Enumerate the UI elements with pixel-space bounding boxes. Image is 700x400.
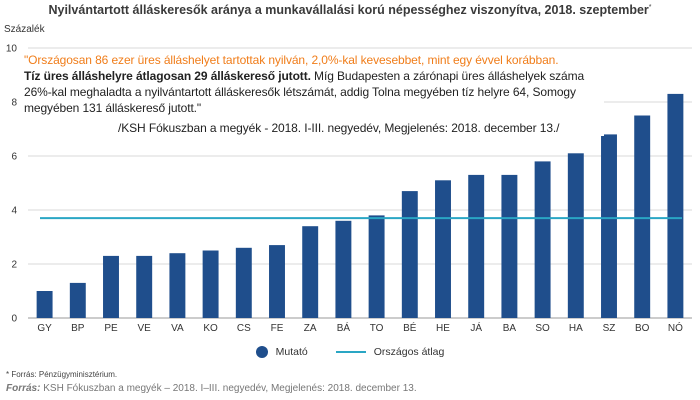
quote-source: /KSH Fókuszban a megyék - 2018. I-III. n… (118, 121, 560, 135)
legend-label-mutato: Mutató (275, 346, 308, 358)
legend-bar-marker (255, 346, 268, 358)
legend-item-mutato: Mutató (255, 346, 308, 358)
bar-BÉ (401, 191, 418, 318)
y-tick-label: 10 (6, 44, 18, 55)
footnote: * Forrás: Pénzügyminisztérium. (6, 370, 118, 379)
bar-CS (235, 247, 252, 318)
source-line: Forrás: KSH Fókuszban a megyék – 2018. I… (6, 383, 417, 394)
bar-HA (567, 153, 584, 318)
bar-ZA (302, 226, 319, 318)
bar-BA (501, 174, 518, 318)
x-tick-label: JÁ (470, 321, 482, 334)
legend-line-marker (335, 351, 366, 353)
x-tick-label: TO (370, 323, 384, 334)
x-axis-ticks: GY BP PE VE VA KO CS FE ZA BÁ TO BÉ HE JÁ BA SO HA SZ BO NÓ (37, 321, 683, 334)
chart-title: Nyilvántartott álláskeresők aránya a mun… (0, 3, 700, 17)
x-tick-label: SZ (603, 323, 616, 334)
source-label: Forrás: (6, 383, 41, 394)
bar-chart: 0 2 4 6 8 10 GY BP PE VE VA KO CS FE ZA BÁ TO BÉ HE JÁ BA SO… (6, 44, 692, 334)
x-tick-label: VE (138, 323, 152, 334)
x-tick-label: VA (171, 323, 184, 334)
bar-HE (435, 180, 451, 318)
bar-VA (169, 253, 186, 318)
bar-BÁ (335, 220, 352, 318)
quote-bold-sentence: Tíz üres álláshelyre átlagosan 29 állásk… (24, 69, 311, 83)
y-tick-label: 2 (11, 260, 17, 271)
quote-annotation: "Országosan 86 ezer üres álláshelyet tar… (24, 52, 604, 136)
x-tick-label: BÉ (403, 321, 417, 334)
x-tick-label: SO (535, 323, 550, 334)
quote-highlight-line: "Országosan 86 ezer üres álláshelyet tar… (24, 53, 559, 67)
source-text: KSH Fókuszban a megyék – 2018. I–III. ne… (40, 383, 417, 394)
bar-GY (36, 291, 53, 318)
x-tick-label: KO (203, 323, 218, 334)
bar-SZ (601, 134, 617, 318)
bar-PE (103, 255, 119, 318)
x-tick-label: BP (71, 323, 85, 334)
y-tick-label: 6 (11, 152, 17, 163)
x-tick-label: PE (104, 323, 118, 334)
y-axis-unit-label: Százalék (4, 24, 45, 35)
x-tick-label: NÓ (668, 321, 683, 334)
x-tick-label: HE (436, 323, 450, 334)
bar-JÁ (468, 174, 485, 318)
bar-FE (269, 245, 285, 318)
chart-title-text: Nyilvántartott álláskeresők aránya a mun… (48, 3, 649, 17)
x-tick-label: FE (271, 323, 284, 334)
quote-body: Tíz üres álláshelyre átlagosan 29 állásk… (24, 68, 604, 116)
y-tick-label: 0 (11, 314, 17, 325)
legend-label-average: Országos átlag (373, 346, 445, 358)
x-tick-label: CS (237, 323, 251, 334)
legend-item-average: Országos átlag (335, 346, 445, 358)
x-tick-label: ZA (304, 323, 317, 334)
x-tick-label: BO (635, 323, 650, 334)
bar-TO (368, 215, 385, 318)
x-tick-label: HA (569, 323, 583, 334)
bar-NÓ (667, 93, 684, 319)
chart-title-footnote-mark: * (648, 3, 652, 11)
legend: Mutató Országos átlag (0, 346, 700, 358)
bar-BP (69, 282, 86, 318)
x-tick-label: BÁ (337, 321, 351, 334)
x-tick-label: GY (37, 323, 52, 334)
bar-VE (136, 255, 153, 318)
quote-rest: Míg Budapesten a zárónapi üres álláshely… (24, 69, 585, 115)
bars (36, 93, 684, 319)
y-tick-label: 8 (11, 98, 17, 109)
y-tick-label: 4 (11, 206, 17, 217)
x-tick-label: BA (503, 323, 517, 334)
y-axis-ticks: 0 2 4 6 8 10 (6, 44, 18, 325)
bar-BO (634, 115, 651, 318)
bar-SO (534, 161, 551, 318)
bar-KO (202, 250, 219, 318)
